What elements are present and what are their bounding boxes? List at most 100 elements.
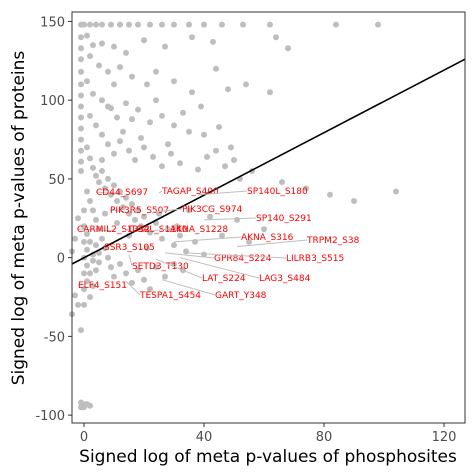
y-tick-label: -100 bbox=[35, 409, 65, 424]
data-point bbox=[126, 147, 132, 154]
data-point bbox=[84, 246, 90, 253]
data-point bbox=[126, 210, 132, 217]
data-point bbox=[141, 37, 147, 44]
point-label: SETD3_T130 bbox=[132, 262, 189, 272]
data-point bbox=[261, 226, 267, 233]
point-label: GART_Y348 bbox=[215, 291, 267, 301]
data-point bbox=[186, 128, 192, 135]
data-point bbox=[171, 78, 177, 85]
data-point bbox=[99, 168, 105, 174]
data-point bbox=[78, 158, 84, 165]
point-label: PIK3R5_S507 bbox=[110, 206, 169, 216]
data-point bbox=[84, 188, 90, 195]
data-point bbox=[84, 262, 90, 269]
data-point bbox=[351, 198, 357, 204]
data-point bbox=[213, 65, 219, 72]
data-point bbox=[285, 45, 291, 52]
data-point bbox=[210, 38, 216, 45]
data-point bbox=[117, 64, 123, 71]
data-point bbox=[84, 278, 90, 285]
data-point bbox=[87, 238, 93, 245]
data-point bbox=[189, 34, 195, 41]
point-label: GPR84_S224 bbox=[214, 254, 272, 264]
data-point bbox=[177, 160, 183, 167]
point-label: AKNA_S1228 bbox=[170, 225, 228, 235]
data-point bbox=[135, 21, 141, 28]
data-point bbox=[207, 213, 213, 220]
data-point bbox=[147, 286, 153, 293]
data-point bbox=[105, 103, 111, 110]
data-point bbox=[102, 210, 108, 217]
annotation-leader bbox=[185, 252, 287, 259]
data-point bbox=[93, 267, 99, 274]
data-point bbox=[213, 147, 219, 154]
data-point bbox=[162, 273, 168, 280]
data-point bbox=[90, 207, 96, 214]
data-point bbox=[84, 231, 90, 237]
data-point bbox=[156, 210, 162, 217]
data-point bbox=[99, 97, 105, 104]
annotation-leader bbox=[103, 246, 109, 251]
data-point bbox=[201, 251, 207, 258]
data-point bbox=[132, 216, 138, 223]
data-point bbox=[138, 135, 144, 141]
y-tick-label: 0 bbox=[57, 252, 65, 267]
data-point bbox=[84, 32, 90, 39]
data-point bbox=[168, 150, 174, 157]
data-point bbox=[90, 42, 96, 49]
data-point bbox=[225, 86, 231, 93]
plot-background bbox=[72, 12, 465, 423]
data-point bbox=[78, 81, 84, 88]
annotation-leader bbox=[109, 209, 127, 213]
data-point bbox=[96, 226, 102, 233]
data-point bbox=[201, 21, 207, 28]
y-tick-label: 100 bbox=[40, 94, 65, 109]
data-point bbox=[93, 172, 99, 179]
data-point bbox=[99, 131, 105, 138]
data-point bbox=[177, 232, 183, 239]
data-point bbox=[87, 53, 93, 60]
data-point bbox=[90, 90, 96, 97]
data-point bbox=[81, 238, 87, 245]
data-point bbox=[111, 182, 117, 189]
data-point bbox=[75, 301, 81, 308]
plot-panel-border bbox=[71, 11, 466, 424]
data-point bbox=[108, 264, 114, 271]
data-point bbox=[150, 153, 156, 160]
data-point bbox=[81, 207, 87, 214]
data-point bbox=[195, 166, 201, 173]
data-point bbox=[147, 21, 153, 28]
data-point bbox=[198, 103, 204, 110]
y-axis-ticks: -100 -50 0 50 100 150 bbox=[35, 15, 72, 424]
data-point bbox=[144, 245, 150, 252]
data-point bbox=[240, 21, 246, 28]
annotation-leader bbox=[164, 252, 215, 259]
data-point bbox=[96, 62, 102, 69]
data-point bbox=[81, 21, 87, 28]
data-point bbox=[87, 270, 93, 277]
data-point bbox=[159, 163, 165, 170]
data-point bbox=[117, 138, 123, 145]
annotation-leader bbox=[197, 190, 248, 196]
data-point bbox=[87, 402, 93, 409]
data-point bbox=[72, 292, 78, 299]
annotation-leader bbox=[149, 228, 171, 232]
point-label: ELF4_S151 bbox=[78, 281, 127, 291]
data-point bbox=[165, 141, 171, 148]
data-point bbox=[93, 216, 99, 223]
annotation-leader bbox=[158, 190, 163, 194]
data-point bbox=[162, 43, 168, 50]
data-point bbox=[99, 157, 105, 163]
data-point bbox=[201, 131, 207, 138]
data-point bbox=[105, 254, 111, 261]
point-label: TESPA1_S454 bbox=[139, 291, 201, 301]
data-point bbox=[135, 207, 141, 214]
data-point bbox=[393, 188, 399, 195]
data-point bbox=[159, 112, 165, 119]
data-point bbox=[75, 215, 81, 222]
point-label: LAT_S224 bbox=[202, 274, 246, 284]
data-point bbox=[102, 185, 108, 192]
data-point bbox=[117, 261, 123, 267]
y-tick-label: 150 bbox=[40, 15, 65, 30]
